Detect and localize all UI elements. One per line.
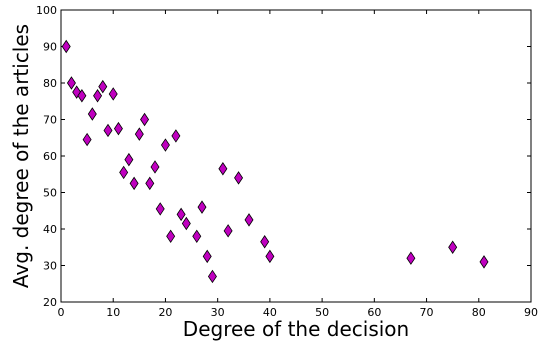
- y-tick-label: 40: [43, 223, 57, 236]
- data-point: [171, 129, 181, 143]
- data-point: [93, 89, 103, 103]
- y-tick-label: 30: [43, 260, 57, 273]
- data-point: [234, 171, 244, 185]
- data-points: [61, 39, 489, 284]
- data-point: [87, 107, 97, 121]
- data-point: [145, 176, 155, 191]
- data-point: [166, 229, 176, 244]
- x-axis: 0 10 20 30 40 50 60 70 80 90: [58, 10, 538, 319]
- data-point: [176, 207, 186, 222]
- data-point: [140, 112, 150, 127]
- y-tick-label: 50: [43, 187, 57, 200]
- data-point: [129, 176, 139, 191]
- x-tick-label: 40: [263, 306, 277, 319]
- y-axis-title: Avg. degree of the articles: [9, 24, 33, 288]
- x-tick-label: 50: [315, 306, 329, 319]
- data-point: [77, 89, 87, 103]
- data-point: [119, 165, 129, 180]
- data-point: [197, 200, 207, 214]
- x-tick-label: 30: [211, 306, 225, 319]
- x-tick-label: 0: [58, 306, 65, 319]
- data-point: [218, 162, 228, 176]
- x-tick-label: 60: [367, 306, 381, 319]
- data-point: [98, 79, 108, 94]
- x-tick-label: 80: [472, 306, 486, 319]
- data-point: [108, 87, 118, 101]
- data-point: [260, 235, 270, 249]
- x-tick-label: 10: [106, 306, 120, 319]
- data-point: [155, 202, 165, 216]
- data-point: [448, 240, 458, 254]
- data-point: [406, 251, 416, 265]
- x-tick-label: 90: [524, 306, 538, 319]
- x-tick-label: 20: [158, 306, 172, 319]
- data-point: [134, 127, 144, 141]
- y-tick-label: 70: [43, 114, 57, 127]
- data-point: [66, 76, 76, 90]
- y-axis: 20 30 40 50 60 70 80 90 100: [36, 4, 531, 309]
- x-axis-title: Degree of the decision: [183, 317, 409, 341]
- data-point: [82, 132, 92, 147]
- y-tick-label: 90: [43, 41, 57, 54]
- data-point: [103, 123, 113, 138]
- y-tick-label: 80: [43, 77, 57, 90]
- data-point: [181, 216, 191, 231]
- data-point: [160, 138, 170, 152]
- data-point: [244, 213, 254, 227]
- data-point: [265, 249, 275, 264]
- data-point: [202, 249, 212, 264]
- data-point: [479, 255, 489, 269]
- data-point: [150, 160, 160, 174]
- data-point: [223, 224, 233, 238]
- data-point: [113, 121, 123, 136]
- data-point: [124, 152, 134, 167]
- y-tick-label: 100: [36, 4, 57, 17]
- data-point: [207, 269, 217, 284]
- y-tick-label: 20: [43, 296, 57, 309]
- data-point: [61, 39, 71, 54]
- data-point: [192, 229, 202, 244]
- y-tick-label: 60: [43, 150, 57, 163]
- x-tick-label: 70: [420, 306, 434, 319]
